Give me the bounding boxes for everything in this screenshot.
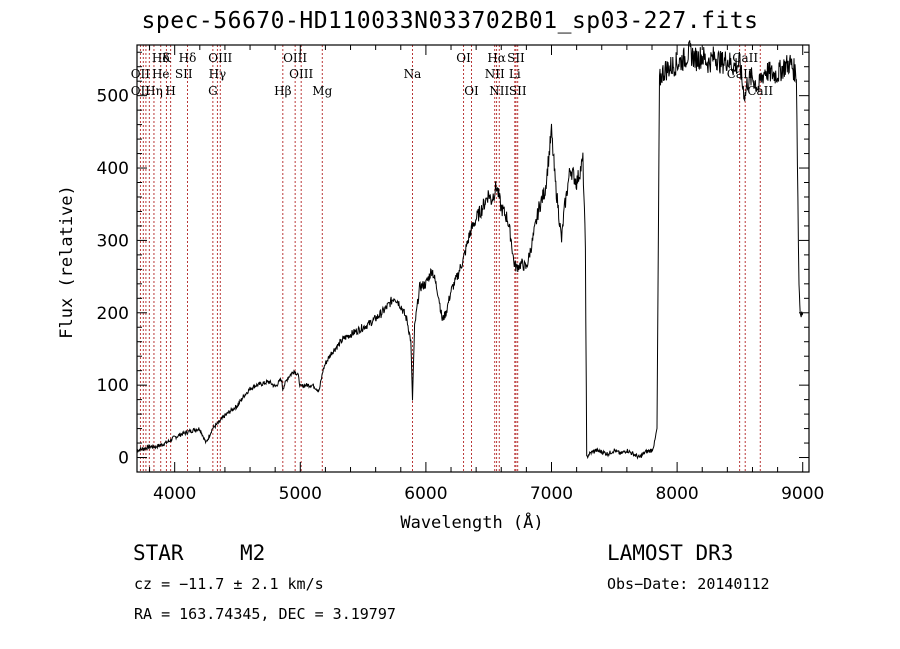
x-tick-label: 5000 — [279, 484, 322, 504]
line-label: Hη — [145, 84, 163, 98]
x-tick-label: 9000 — [781, 484, 824, 504]
line-label: OIII — [208, 51, 232, 65]
axes — [136, 44, 810, 473]
line-markers — [139, 45, 761, 472]
x-tick-label: 6000 — [404, 484, 447, 504]
line-label: Mg — [312, 84, 332, 98]
line-label: K — [162, 51, 172, 65]
object-class: STAR — [133, 541, 184, 565]
y-tick-label: 100 — [97, 376, 129, 396]
line-label: CaII — [747, 84, 773, 98]
y-tick-label: 500 — [97, 87, 129, 107]
y-tick-label: 300 — [97, 231, 129, 251]
y-tick-label: 400 — [97, 159, 129, 179]
line-label: Hα — [487, 51, 506, 65]
line-label: Hγ — [209, 67, 227, 81]
line-label: CaII — [727, 67, 753, 81]
spectrum-line — [136, 40, 804, 460]
line-label: CaII — [732, 51, 758, 65]
line-label: Hδ — [179, 51, 197, 65]
y-tick-label: 0 — [118, 449, 129, 469]
line-label: Na — [404, 67, 422, 81]
x-tick-label: 4000 — [153, 484, 196, 504]
redshift-text: cz = −11.7 ± 2.1 km/s — [134, 575, 324, 593]
line-label: NII — [485, 67, 505, 81]
line-label: OIII — [289, 67, 313, 81]
line-label: OIII — [283, 51, 307, 65]
line-label: H — [165, 84, 175, 98]
line-label: SII — [507, 51, 525, 65]
plot-frame — [136, 44, 810, 473]
chart-title: spec-56670-HD110033N033702B01_sp03-227.f… — [141, 8, 759, 34]
line-label: SII — [509, 84, 527, 98]
x-tick-label: 7000 — [530, 484, 573, 504]
object-subclass: M2 — [240, 541, 266, 565]
line-label: He — [152, 67, 170, 81]
line-label: OI — [456, 51, 471, 65]
obs-date: Obs−Date: 20140112 — [607, 575, 770, 593]
ticks: 4000 5000 6000 7000 8000 9000 0 100 200 300 400 500 — [97, 45, 824, 504]
survey-name: LAMOST DR3 — [607, 541, 734, 565]
y-tick-label: 200 — [97, 304, 129, 324]
x-axis-label: Wavelength (Å) — [400, 511, 543, 533]
line-label: Hβ — [274, 84, 291, 98]
x-tick-label: 8000 — [655, 484, 698, 504]
line-label: NII — [489, 84, 509, 98]
spectrum-layer — [136, 40, 804, 460]
line-label: SII — [175, 67, 193, 81]
line-label: OI — [464, 84, 479, 98]
y-axis-label: Flux (relative) — [57, 185, 77, 339]
line-label: G — [208, 84, 218, 98]
line-label: Li — [509, 67, 521, 81]
line-label: Hδ — [152, 51, 170, 65]
line-label: OII — [131, 84, 151, 98]
coordinates: RA = 163.74345, DEC = 3.19797 — [134, 605, 396, 623]
line-label: OII — [131, 67, 151, 81]
